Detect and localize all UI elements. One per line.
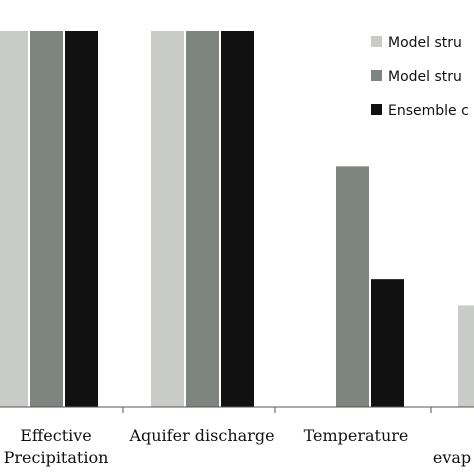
bar-1-1 bbox=[0, 31, 28, 407]
bar-2-3 bbox=[336, 166, 369, 407]
legend: Model stru Model stru Ensemble c bbox=[371, 35, 469, 119]
x-tick-labels: Effective Precipitation Aquifer discharge T… bbox=[4, 426, 472, 467]
legend-label-1: Model stru bbox=[388, 35, 462, 51]
x-tick-label-1-1: Effective bbox=[20, 426, 92, 445]
bar-2-2 bbox=[186, 31, 219, 407]
bar-3-2 bbox=[221, 31, 254, 407]
legend-label-3: Ensemble c bbox=[388, 103, 469, 119]
legend-swatch-3 bbox=[371, 104, 382, 115]
bars-layer bbox=[0, 31, 474, 407]
legend-swatch-1 bbox=[371, 36, 382, 47]
x-tick-label-4-1: evap bbox=[433, 448, 471, 467]
bar-3-1 bbox=[65, 31, 98, 407]
x-tick-label-1-2: Precipitation bbox=[4, 448, 109, 467]
bar-1-2 bbox=[151, 31, 184, 407]
legend-swatch-2 bbox=[371, 70, 382, 81]
bar-3-3 bbox=[371, 279, 404, 407]
bar-1-4 bbox=[458, 305, 474, 407]
x-tick-label-3-1: Temperature bbox=[304, 426, 409, 445]
x-ticks bbox=[122, 407, 432, 413]
x-tick-label-2-1: Aquifer discharge bbox=[128, 426, 274, 445]
legend-label-2: Model stru bbox=[388, 69, 462, 85]
bar-2-1 bbox=[30, 31, 63, 407]
